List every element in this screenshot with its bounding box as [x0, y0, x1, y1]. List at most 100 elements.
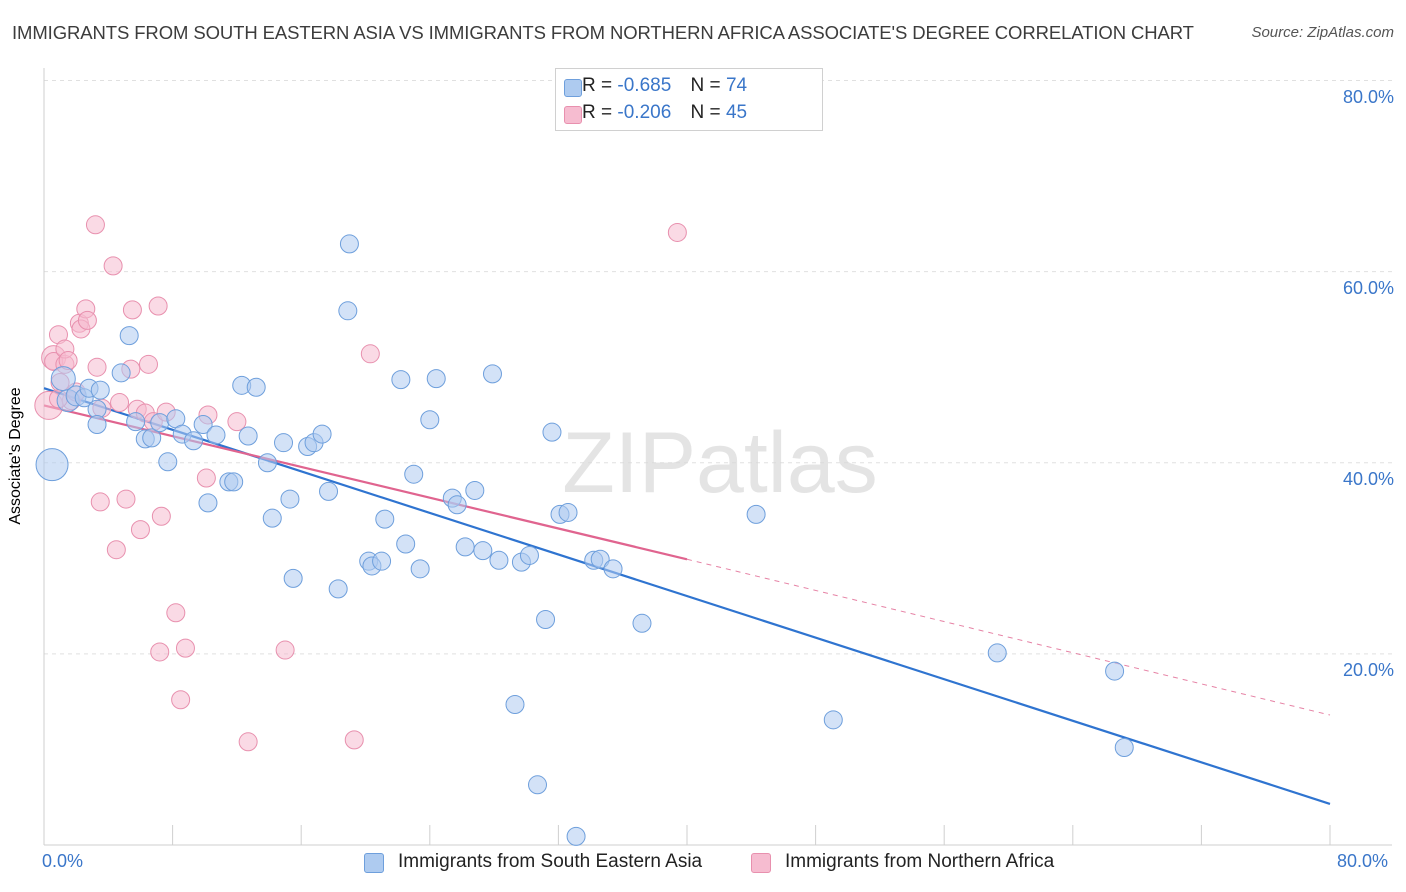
blue-point [126, 412, 146, 432]
blue-point [632, 613, 652, 633]
blue-point [183, 431, 203, 451]
blue-point [257, 453, 277, 473]
gridlines [44, 80, 1392, 655]
trend-line-pink-dashed [686, 558, 1331, 716]
pink-point [360, 344, 380, 364]
legend-swatch-pink [564, 106, 582, 124]
blue-point [1114, 738, 1134, 758]
y-axis-label: Associate's Degree [7, 387, 24, 525]
blue-point [262, 508, 282, 528]
blue-point [603, 559, 623, 579]
pink-point [150, 642, 170, 662]
pink-point [238, 732, 258, 752]
blue-point [410, 559, 430, 579]
blue-point [482, 364, 502, 384]
pink-point [151, 506, 171, 526]
pink-point [116, 489, 136, 509]
blue-point [420, 410, 440, 430]
bottom-legend-label-blue: Immigrants from South Eastern Asia [398, 851, 703, 872]
legend-r-label-1: R = [582, 75, 613, 96]
blue-point [447, 495, 467, 515]
y-tick-80: 80.0% [1342, 87, 1394, 107]
pink-point [166, 603, 186, 623]
blue-point [823, 710, 843, 730]
legend: R = -0.685 N = 74 R = -0.206 N = 45 [555, 68, 823, 131]
blue-point [505, 695, 525, 715]
blue-point [372, 551, 392, 571]
blue-point [746, 504, 766, 524]
blue-point [987, 643, 1007, 663]
pink-point [103, 256, 123, 276]
legend-n-label-1: N = [690, 75, 721, 96]
pink-point [77, 310, 97, 330]
blue-point [206, 425, 226, 445]
blue-point [312, 424, 332, 444]
pink-point [148, 296, 168, 316]
blue-point [283, 568, 303, 588]
pink-point [106, 540, 126, 560]
blue-point [404, 464, 424, 484]
legend-n-value-1: 74 [725, 75, 748, 96]
pink-point [196, 468, 216, 488]
blue-point [274, 433, 294, 453]
data-points [34, 215, 1134, 846]
pink-point [110, 393, 130, 413]
blue-point [338, 301, 358, 321]
blue-point [119, 326, 139, 346]
blue-point [391, 370, 411, 390]
blue-point [396, 534, 416, 554]
y-tick-40: 40.0% [1342, 469, 1394, 489]
blue-point [150, 413, 170, 433]
legend-n-value-2: 45 [725, 102, 748, 123]
pink-point [171, 690, 191, 710]
blue-point [473, 541, 493, 561]
y-tick-20: 20.0% [1342, 660, 1394, 680]
blue-point [536, 609, 556, 629]
legend-r-value-1: -0.685 [617, 75, 672, 96]
blue-point [319, 481, 339, 501]
blue-point [111, 363, 131, 383]
y-tick-60: 60.0% [1342, 278, 1394, 298]
pink-point [87, 357, 107, 377]
blue-point [238, 426, 258, 446]
blue-point [542, 422, 562, 442]
watermark: ZIPatlas [562, 415, 877, 511]
blue-point [198, 493, 218, 513]
legend-n-label-2: N = [690, 102, 721, 123]
pink-point [667, 222, 687, 242]
blue-point [489, 550, 509, 570]
pink-point [138, 354, 158, 374]
bottom-legend-blue: Immigrants from South Eastern Asia [364, 851, 702, 875]
blue-point [90, 380, 110, 400]
y-axis-label-wrap: Associate's Degree [7, 387, 25, 524]
blue-point [519, 545, 539, 565]
pink-point [175, 638, 195, 658]
pink-point [344, 730, 364, 750]
pink-point [122, 300, 142, 320]
blue-point [246, 377, 266, 397]
x-tick-min: 0.0% [42, 851, 84, 871]
chart-title: IMMIGRANTS FROM SOUTH EASTERN ASIA VS IM… [12, 22, 1194, 43]
blue-point [339, 234, 359, 254]
blue-point [280, 489, 300, 509]
blue-point [590, 549, 610, 569]
pink-point [130, 520, 150, 540]
blue-point [142, 428, 162, 448]
blue-point [558, 502, 578, 522]
blue-point [566, 826, 586, 846]
legend-swatch-blue [564, 79, 582, 97]
blue-point [528, 775, 548, 795]
pink-point [227, 412, 247, 432]
pink-point [85, 215, 105, 235]
blue-point [87, 415, 107, 435]
blue-point [224, 472, 244, 492]
blue-point [465, 480, 485, 500]
pink-point [275, 640, 295, 660]
pink-point [90, 492, 110, 512]
legend-r-value-2: -0.206 [617, 102, 672, 123]
x-tick-max: 80.0% [1337, 851, 1389, 871]
bottom-legend-label-pink: Immigrants from Northern Africa [785, 851, 1055, 872]
legend-row-2: R = -0.206 N = 45 [564, 102, 748, 126]
blue-point [455, 537, 475, 557]
